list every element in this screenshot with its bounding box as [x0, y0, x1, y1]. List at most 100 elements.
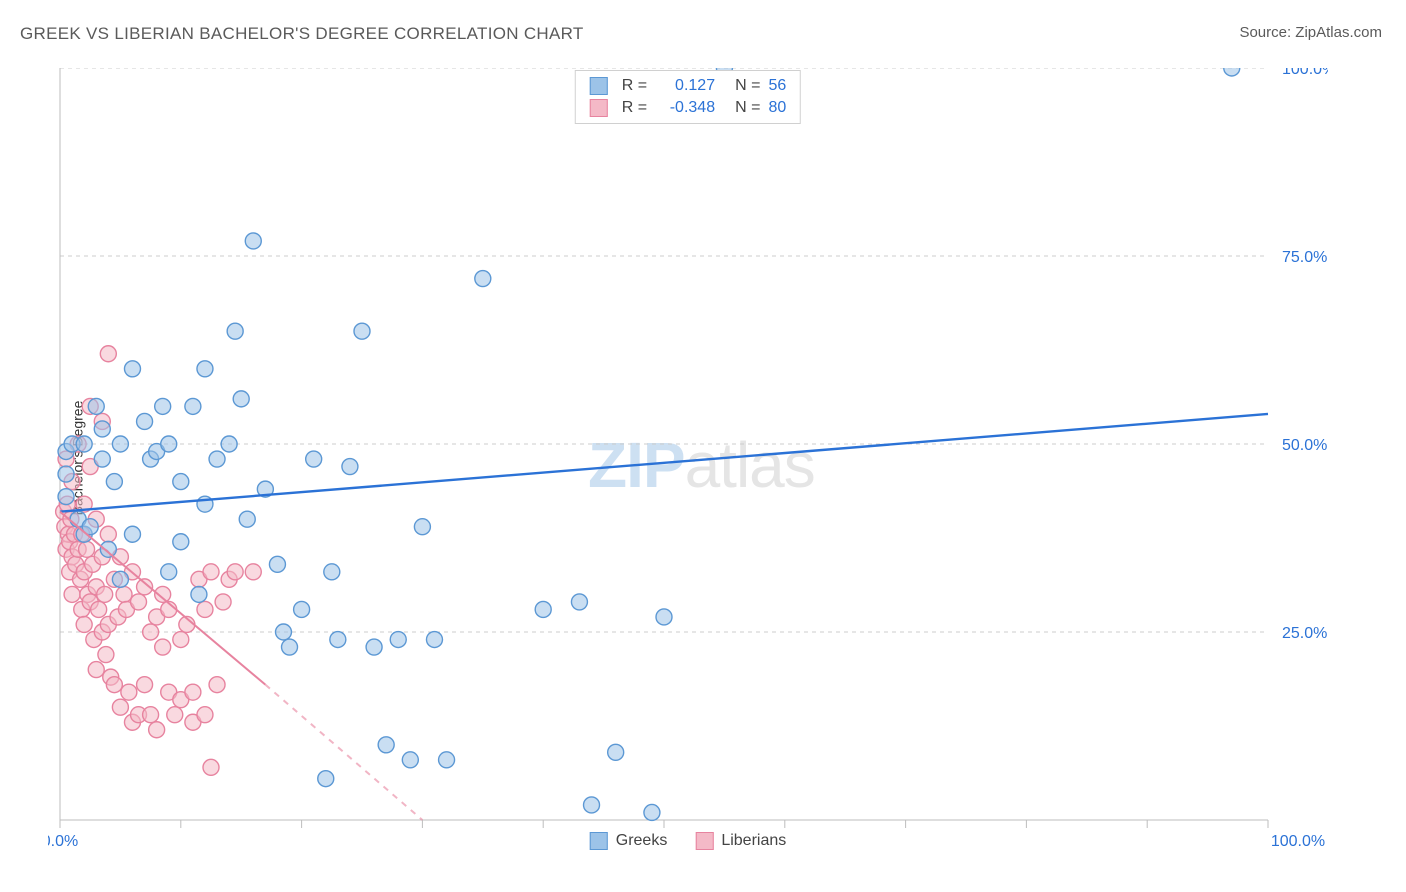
swatch-greeks: [590, 832, 608, 850]
regression-line-liberians-dashed: [265, 685, 422, 820]
data-point: [143, 624, 159, 640]
svg-text:100.0%: 100.0%: [1271, 833, 1325, 848]
data-point: [124, 361, 140, 377]
svg-text:50.0%: 50.0%: [1282, 437, 1327, 454]
svg-text:25.0%: 25.0%: [1282, 625, 1327, 642]
data-point: [227, 323, 243, 339]
chart-area: Bachelor's Degree ZIPatlas R = 0.127 N =…: [48, 68, 1328, 848]
data-point: [116, 586, 132, 602]
correlation-row-greeks: R = 0.127 N = 56: [590, 75, 786, 97]
data-point: [1224, 68, 1240, 76]
data-point: [306, 451, 322, 467]
correlation-legend: R = 0.127 N = 56 R = -0.348 N = 80: [575, 70, 801, 124]
data-point: [98, 647, 114, 663]
data-point: [571, 594, 587, 610]
data-point: [121, 684, 137, 700]
data-point: [354, 323, 370, 339]
data-point: [203, 564, 219, 580]
regression-line-greeks: [60, 414, 1268, 512]
data-point: [245, 233, 261, 249]
data-point: [239, 511, 255, 527]
svg-text:75.0%: 75.0%: [1282, 249, 1327, 266]
data-point: [215, 594, 231, 610]
data-point: [94, 421, 110, 437]
legend-label-liberians: Liberians: [721, 832, 786, 850]
data-point: [173, 632, 189, 648]
data-point: [342, 459, 358, 475]
n-label: N =: [735, 97, 760, 119]
data-point: [97, 586, 113, 602]
data-point: [644, 804, 660, 820]
n-label: N =: [735, 75, 760, 97]
data-point: [137, 413, 153, 429]
swatch-greeks: [590, 77, 608, 95]
data-point: [106, 677, 122, 693]
data-point: [330, 632, 346, 648]
data-point: [656, 609, 672, 625]
data-point: [584, 797, 600, 813]
data-point: [149, 722, 165, 738]
data-point: [79, 541, 95, 557]
data-point: [318, 771, 334, 787]
data-point: [191, 586, 207, 602]
data-point: [197, 707, 213, 723]
data-point: [88, 398, 104, 414]
r-label: R =: [622, 97, 647, 119]
data-point: [155, 398, 171, 414]
correlation-row-liberians: R = -0.348 N = 80: [590, 97, 786, 119]
data-point: [233, 391, 249, 407]
data-point: [112, 699, 128, 715]
data-point: [100, 541, 116, 557]
data-point: [58, 466, 74, 482]
legend-item-liberians: Liberians: [695, 832, 786, 850]
data-point: [58, 489, 74, 505]
source-label: Source: ZipAtlas.com: [1239, 24, 1382, 41]
swatch-liberians: [590, 99, 608, 117]
svg-text:0.0%: 0.0%: [48, 833, 78, 848]
data-point: [76, 616, 92, 632]
data-point: [167, 707, 183, 723]
data-point: [414, 519, 430, 535]
data-point: [143, 707, 159, 723]
data-point: [64, 586, 80, 602]
data-point: [275, 624, 291, 640]
legend-label-greeks: Greeks: [616, 832, 668, 850]
data-point: [185, 684, 201, 700]
r-value-liberians: -0.348: [655, 97, 715, 119]
data-point: [294, 601, 310, 617]
data-point: [402, 752, 418, 768]
data-point: [209, 451, 225, 467]
data-point: [203, 759, 219, 775]
data-point: [197, 601, 213, 617]
data-point: [155, 639, 171, 655]
chart-title: GREEK VS LIBERIAN BACHELOR'S DEGREE CORR…: [20, 24, 584, 44]
n-value-greeks: 56: [768, 75, 786, 97]
data-point: [161, 436, 177, 452]
r-value-greeks: 0.127: [655, 75, 715, 97]
data-point: [535, 601, 551, 617]
svg-text:100.0%: 100.0%: [1282, 68, 1328, 78]
data-point: [378, 737, 394, 753]
data-point: [88, 662, 104, 678]
r-label: R =: [622, 75, 647, 97]
data-point: [426, 632, 442, 648]
data-point: [94, 451, 110, 467]
data-point: [197, 361, 213, 377]
data-point: [173, 474, 189, 490]
data-point: [439, 752, 455, 768]
data-point: [209, 677, 225, 693]
n-value-liberians: 80: [768, 97, 786, 119]
data-point: [185, 398, 201, 414]
data-point: [106, 474, 122, 490]
data-point: [221, 436, 237, 452]
data-point: [137, 677, 153, 693]
data-point: [269, 556, 285, 572]
data-point: [245, 564, 261, 580]
data-point: [161, 564, 177, 580]
data-point: [100, 526, 116, 542]
data-point: [227, 564, 243, 580]
data-point: [112, 436, 128, 452]
legend-item-greeks: Greeks: [590, 832, 668, 850]
data-point: [173, 534, 189, 550]
data-point: [390, 632, 406, 648]
